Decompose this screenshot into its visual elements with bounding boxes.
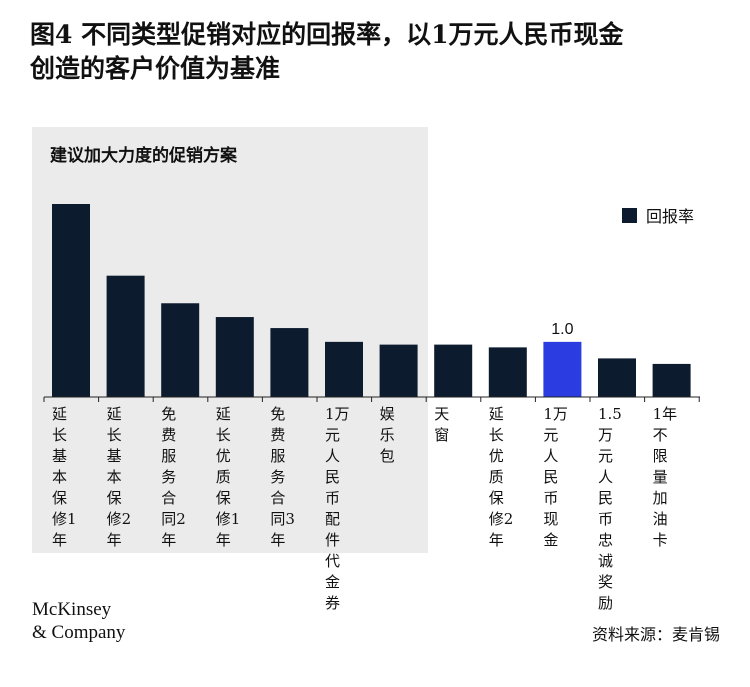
x-tick-label: 免费服务合同3年: [270, 405, 295, 549]
chart-title-line-2: 创造的客户价值为基准: [30, 54, 281, 83]
x-tick-label: 延长基本保修2年: [106, 405, 132, 549]
x-tick-label: 天窗: [434, 405, 450, 444]
bar-11: [598, 358, 636, 397]
data-label: 1.0: [551, 321, 573, 338]
x-tick-label: 延长优质保修2年: [488, 405, 514, 549]
bar-4: [215, 317, 254, 397]
legend: 回报率: [622, 203, 694, 227]
bar-8: [434, 344, 473, 397]
bar-3: [161, 303, 200, 397]
logo-line-2: & Company: [32, 622, 126, 643]
bar-7: [379, 344, 418, 397]
chart-title: 图4 不同类型促销对应的回报率，以1万元人民币现金 创造的客户价值为基准: [30, 18, 730, 86]
mckinsey-logo: McKinsey & Company: [32, 598, 125, 644]
x-tick-label: 延长基本保修1年: [52, 405, 77, 549]
legend-label: 回报率: [646, 207, 695, 226]
bar-9: [488, 347, 527, 397]
legend-swatch: [622, 207, 637, 223]
bar-2: [106, 275, 145, 397]
bar-5: [270, 328, 309, 397]
x-tick-label: 1年不限量加油卡: [652, 405, 678, 549]
bar-12: [652, 363, 691, 397]
chart-title-line-1: 图4 不同类型促销对应的回报率，以1万元人民币现金: [30, 20, 624, 49]
panel-label: 建议加大力度的促销方案: [50, 146, 237, 166]
x-tick-label: 1万元人民币配件代金券: [325, 405, 350, 612]
x-tick-label: 免费服务合同2年: [161, 405, 186, 549]
x-tick-label: 1.5万元人民币忠诚奖励: [598, 405, 622, 612]
bar-6: [325, 341, 363, 397]
bar-1: [52, 204, 90, 397]
x-tick-label: 娱乐包: [379, 405, 395, 465]
logo-line-1: McKinsey: [32, 599, 112, 620]
x-tick-label: 延长优质保修1年: [215, 405, 241, 549]
bar-10: [543, 341, 582, 397]
x-tick-label: 1万元人民币现金: [543, 405, 568, 549]
source-note: 资料来源：麦肯锡: [591, 625, 720, 644]
